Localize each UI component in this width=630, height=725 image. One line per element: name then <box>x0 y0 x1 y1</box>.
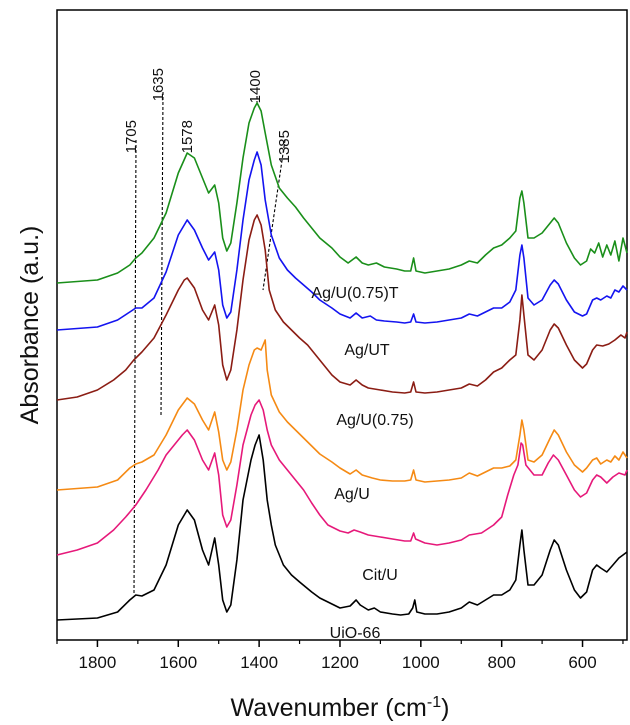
peak-1635-marker-line <box>160 91 164 417</box>
x-tick-label-600: 600 <box>568 653 596 672</box>
series-label-ag-u: Ag/U <box>334 486 370 503</box>
peak-1635-label: 1635 <box>150 68 167 101</box>
x-tick-label-1000: 1000 <box>402 653 440 672</box>
peak-markers: 1705 1635 1578 1400 1385 <box>123 68 293 595</box>
series-labels: UiO-66 Cit/U Ag/U Ag/U(0.75) Ag/UT Ag/U(0.75)… <box>311 285 413 642</box>
x-axis-title-close: ) <box>441 694 449 722</box>
series-lines <box>56 102 628 621</box>
series-label-ag-u-0-75-t: Ag/U(0.75)T <box>311 285 398 302</box>
x-tick-label-800: 800 <box>487 653 515 672</box>
x-axis-title-superscript: -1 <box>427 694 441 711</box>
peak-1705-marker-line <box>133 139 137 595</box>
series-label-ag-ut: Ag/UT <box>344 342 390 359</box>
x-axis-title: Wavenumber (cm-1) <box>231 694 450 722</box>
series-line-ag-u-0-75- <box>56 214 628 401</box>
series-line-ag-u-0-75-t <box>56 102 628 284</box>
peak-1385-label: 1385 <box>276 130 293 163</box>
x-tick-label-1800: 1800 <box>79 653 117 672</box>
x-axis-ticks: 1800 1600 1400 1200 1000 800 600 <box>56 640 624 672</box>
series-line-ag-u <box>56 339 628 491</box>
x-tick-label-1600: 1600 <box>159 653 197 672</box>
x-tick-label-1200: 1200 <box>321 653 359 672</box>
series-line-cit-u <box>56 399 628 556</box>
series-line-ag-ut <box>56 151 628 331</box>
series-label-ag-u-0-75-: Ag/U(0.75) <box>336 412 413 429</box>
x-axis-title-main: Wavenumber (cm <box>231 694 427 722</box>
x-tick-label-1400: 1400 <box>240 653 278 672</box>
series-label-uio-66: UiO-66 <box>330 625 381 642</box>
peak-1705-label: 1705 <box>123 120 140 153</box>
series-line-uio-66 <box>56 434 628 621</box>
peak-1578-label: 1578 <box>179 120 196 153</box>
peak-1400-label: 1400 <box>247 70 264 103</box>
plot-frame <box>56 9 628 641</box>
y-axis-title: Absorbance (a.u.) <box>16 226 44 425</box>
series-label-cit-u: Cit/U <box>362 567 398 584</box>
